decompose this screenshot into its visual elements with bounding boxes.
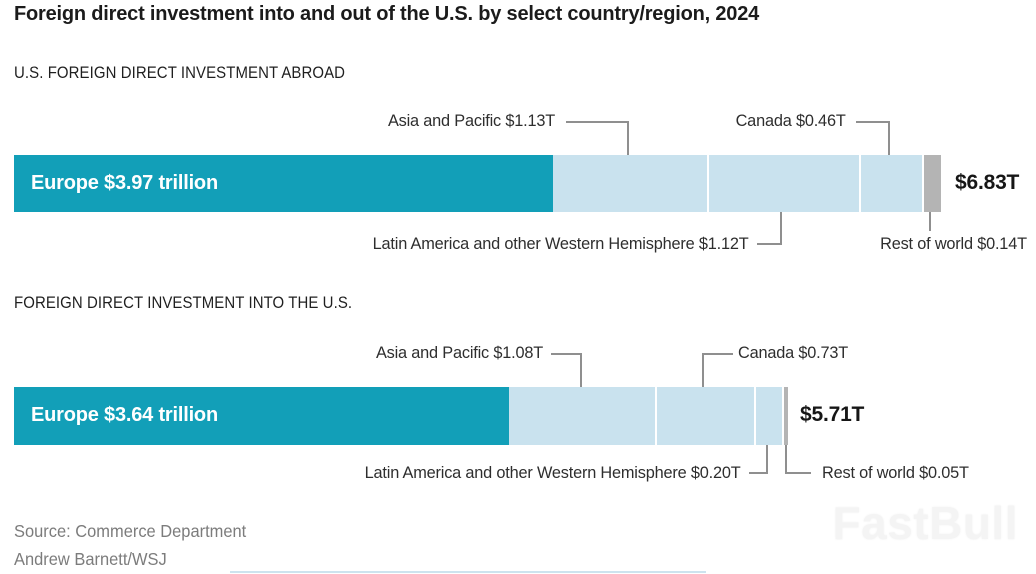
connector-line	[627, 121, 629, 155]
bar-segment-asia-and-pacific	[553, 155, 707, 212]
section-heading-into-us: FOREIGN DIRECT INVESTMENT INTO THE U.S.	[14, 293, 353, 312]
callout-asia-pacific-abroad: Asia and Pacific $1.13T	[387, 111, 555, 130]
bar-segment-rest-of-world	[781, 387, 789, 445]
bar-segment-rest-of-world	[921, 155, 941, 212]
chart-title: Foreign direct investment into and out o…	[14, 3, 760, 25]
bar-segment-asia-and-pacific	[508, 387, 656, 445]
bar-segment-canada	[655, 387, 755, 445]
bar-segment-latin-america-and-other-western-hemisphere	[754, 387, 782, 445]
callout-rest-of-world-into-us: Rest of world $0.05T	[822, 463, 969, 482]
callout-asia-pacific-into-us: Asia and Pacific $1.08T	[375, 343, 543, 362]
bottom-divider	[230, 571, 706, 573]
section-heading-abroad: U.S. FOREIGN DIRECT INVESTMENT ABROAD	[14, 63, 346, 82]
connector-line	[749, 472, 768, 474]
stacked-bar-into-us: Europe $3.64 trillion	[14, 387, 789, 445]
connector-line	[780, 212, 782, 245]
connector-line	[766, 445, 768, 474]
callout-latin-america-into-us: Latin America and other Western Hemisphe…	[364, 463, 740, 482]
callout-latin-america-abroad: Latin America and other Western Hemisphe…	[372, 234, 748, 253]
connector-line	[566, 121, 629, 123]
connector-line	[757, 243, 782, 245]
fastbull-watermark: FastBull	[832, 497, 1018, 549]
bar-segment-canada	[859, 155, 922, 212]
connector-line	[551, 353, 582, 355]
bar-segment-europe: Europe $3.97 trillion	[14, 155, 554, 212]
connector-line	[785, 445, 787, 474]
connector-line	[702, 353, 704, 387]
total-label-into-us: $5.71T	[800, 403, 865, 426]
bar-segment-latin-america-and-other-western-hemisphere	[706, 155, 860, 212]
bar-segment-europe: Europe $3.64 trillion	[14, 387, 509, 445]
connector-line	[580, 353, 582, 387]
source-credit: Source: Commerce Department	[14, 521, 247, 541]
europe-inline-label: Europe $3.64 trillion	[31, 404, 218, 426]
connector-line	[785, 472, 811, 474]
europe-inline-label: Europe $3.97 trillion	[31, 172, 218, 194]
total-label-abroad: $6.83T	[955, 171, 1020, 194]
callout-rest-of-world-abroad: Rest of world $0.14T	[880, 234, 1027, 253]
connector-line	[888, 121, 890, 155]
callout-canada-into-us: Canada $0.73T	[738, 343, 849, 362]
stacked-bar-abroad: Europe $3.97 trillion	[14, 155, 941, 212]
connector-line	[702, 353, 733, 355]
connector-line	[929, 212, 931, 231]
author-credit: Andrew Barnett/WSJ	[14, 549, 167, 569]
connector-line	[856, 121, 890, 123]
callout-canada-abroad: Canada $0.46T	[735, 111, 846, 130]
